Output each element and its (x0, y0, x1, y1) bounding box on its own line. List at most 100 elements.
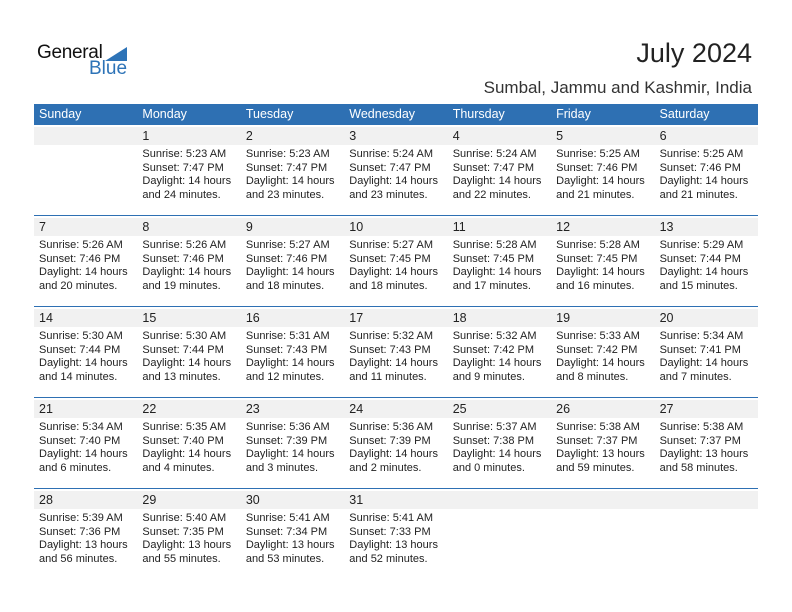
daylight-text: Daylight: 14 hours (245, 175, 335, 187)
daylight-text: Daylight: 14 hours (659, 266, 749, 278)
sunrise-text: Sunrise: 5:34 AM (39, 421, 123, 433)
daylight-text: Daylight: 14 hours (452, 357, 542, 369)
logo-triangle-icon (105, 47, 127, 61)
daylight-minutes-text: and 56 minutes. (39, 552, 118, 565)
week-row: 7 Sunrise: 5:26 AM Sunset: 7:46 PM Daylight… (34, 215, 758, 306)
daylight-text: Daylight: 14 hours (349, 175, 438, 187)
sunrise-text: Sunrise: 5:28 AM (452, 239, 537, 251)
daylight-minutes-text: and 0 minutes. (452, 461, 525, 474)
day-number: 17 (349, 311, 364, 325)
day-cell: 29 Sunrise: 5:40 AM Sunset: 7:35 PM Dayligh… (137, 491, 240, 566)
day-cell: 4 Sunrise: 5:24 AM Sunset: 7:47 PM Daylight… (448, 127, 551, 202)
day-info: Sunrise: 5:32 AM Sunset: 7:42 PM Daylight:… (448, 327, 551, 384)
day-cell: 10 Sunrise: 5:27 AM Sunset: 7:45 PM Dayligh… (344, 218, 447, 293)
day-cell: 6 Sunrise: 5:25 AM Sunset: 7:46 PM Daylight… (655, 127, 758, 202)
day-number: 31 (349, 493, 364, 507)
sunrise-text: Sunrise: 5:25 AM (556, 148, 640, 160)
day-cell: 23 Sunrise: 5:36 AM Sunset: 7:39 PM Dayligh… (241, 400, 344, 475)
week-row: 28 Sunrise: 5:39 AM Sunset: 7:36 PM Dayligh… (34, 488, 758, 579)
daylight-minutes-text: and 20 minutes. (39, 279, 118, 292)
daylight-text: Daylight: 14 hours (452, 448, 542, 460)
day-number: 20 (659, 311, 674, 325)
day-info: Sunrise: 5:41 AM Sunset: 7:33 PM Daylight:… (344, 509, 447, 566)
sunset-text: Sunset: 7:44 PM (659, 252, 741, 265)
weekday-saturday: Saturday (659, 107, 710, 121)
day-number: 21 (39, 402, 53, 416)
weekday-header: Sunday Monday Tuesday Wednesday Thursday… (34, 104, 758, 125)
daylight-minutes-text: and 2 minutes. (349, 461, 422, 474)
week-row: 1 Sunrise: 5:23 AM Sunset: 7:47 PM Daylight… (34, 125, 758, 215)
day-cell: 25 Sunrise: 5:37 AM Sunset: 7:38 PM Dayligh… (448, 400, 551, 475)
day-cell: 14 Sunrise: 5:30 AM Sunset: 7:44 PM Dayligh… (34, 309, 137, 384)
generalblue-logo: General Blue (37, 42, 132, 82)
day-info: Sunrise: 5:29 AM Sunset: 7:44 PM Daylight:… (655, 236, 758, 293)
sunset-text: Sunset: 7:47 PM (452, 161, 535, 174)
sunset-text: Sunset: 7:40 PM (39, 434, 121, 447)
sunset-text: Sunset: 7:43 PM (349, 343, 431, 356)
daylight-minutes-text: and 8 minutes. (556, 370, 629, 383)
daylight-text: Daylight: 14 hours (245, 448, 335, 460)
day-number: 8 (142, 220, 150, 234)
day-cell: 26 Sunrise: 5:38 AM Sunset: 7:37 PM Dayligh… (551, 400, 654, 475)
date-band (34, 218, 758, 236)
weekday-thursday: Thursday (452, 107, 505, 121)
day-cell: 30 Sunrise: 5:41 AM Sunset: 7:34 PM Dayligh… (241, 491, 344, 566)
day-number: 4 (452, 129, 460, 143)
daylight-text: Daylight: 14 hours (245, 357, 335, 369)
day-number: 25 (452, 402, 467, 416)
day-cell: 21 Sunrise: 5:34 AM Sunset: 7:40 PM Dayligh… (34, 400, 137, 475)
sunrise-text: Sunrise: 5:23 AM (142, 148, 227, 160)
day-number: 6 (659, 129, 667, 143)
day-number: 1 (142, 129, 150, 143)
daylight-text: Daylight: 14 hours (142, 266, 232, 278)
sunset-text: Sunset: 7:43 PM (245, 343, 328, 356)
sunset-text: Sunset: 7:39 PM (349, 434, 431, 447)
sunset-text: Sunset: 7:46 PM (142, 252, 224, 265)
day-number: 22 (142, 402, 157, 416)
sunset-text: Sunset: 7:46 PM (659, 161, 741, 174)
day-cell: 12 Sunrise: 5:28 AM Sunset: 7:45 PM Dayligh… (551, 218, 654, 293)
daylight-minutes-text: and 17 minutes. (452, 279, 531, 292)
daylight-minutes-text: and 59 minutes. (556, 461, 635, 474)
sunrise-text: Sunrise: 5:38 AM (659, 421, 744, 433)
day-cell: 9 Sunrise: 5:27 AM Sunset: 7:46 PM Daylight… (241, 218, 344, 293)
weekday-monday: Monday (142, 107, 187, 121)
sunset-text: Sunset: 7:46 PM (556, 161, 638, 174)
day-info: Sunrise: 5:38 AM Sunset: 7:37 PM Daylight:… (655, 418, 758, 475)
weekday-sunday: Sunday (39, 107, 82, 121)
day-info: Sunrise: 5:36 AM Sunset: 7:39 PM Daylight:… (241, 418, 344, 475)
sunset-text: Sunset: 7:47 PM (245, 161, 328, 174)
sunset-text: Sunset: 7:46 PM (39, 252, 121, 265)
daylight-minutes-text: and 21 minutes. (659, 188, 738, 201)
daylight-minutes-text: and 7 minutes. (659, 370, 732, 383)
day-cell: 27 Sunrise: 5:38 AM Sunset: 7:37 PM Dayligh… (655, 400, 758, 475)
daylight-minutes-text: and 4 minutes. (142, 461, 215, 474)
sunset-text: Sunset: 7:33 PM (349, 525, 431, 538)
day-cell: 11 Sunrise: 5:28 AM Sunset: 7:45 PM Dayligh… (448, 218, 551, 293)
day-info: Sunrise: 5:26 AM Sunset: 7:46 PM Daylight:… (137, 236, 240, 293)
sunset-text: Sunset: 7:45 PM (349, 252, 431, 265)
day-cell: 3 Sunrise: 5:24 AM Sunset: 7:47 PM Daylight… (344, 127, 447, 202)
day-number: 3 (349, 129, 357, 143)
daylight-text: Daylight: 13 hours (39, 539, 128, 551)
day-number: 10 (349, 220, 364, 234)
date-band (34, 309, 758, 327)
sunrise-text: Sunrise: 5:35 AM (142, 421, 227, 433)
day-number: 24 (349, 402, 364, 416)
day-cell: 8 Sunrise: 5:26 AM Sunset: 7:46 PM Daylight… (137, 218, 240, 293)
day-cell: 15 Sunrise: 5:30 AM Sunset: 7:44 PM Dayligh… (137, 309, 240, 384)
day-number: 28 (39, 493, 53, 507)
day-cell: 5 Sunrise: 5:25 AM Sunset: 7:46 PM Daylight… (551, 127, 654, 202)
daylight-minutes-text: and 58 minutes. (659, 461, 738, 474)
day-cell: 2 Sunrise: 5:23 AM Sunset: 7:47 PM Daylight… (241, 127, 344, 202)
calendar-grid: Sunday Monday Tuesday Wednesday Thursday… (34, 104, 758, 579)
sunrise-text: Sunrise: 5:41 AM (349, 512, 434, 524)
day-cell: 31 Sunrise: 5:41 AM Sunset: 7:33 PM Dayligh… (344, 491, 447, 566)
day-info: Sunrise: 5:24 AM Sunset: 7:47 PM Daylight:… (448, 145, 551, 202)
day-info: Sunrise: 5:25 AM Sunset: 7:46 PM Daylight:… (655, 145, 758, 202)
day-cell: 16 Sunrise: 5:31 AM Sunset: 7:43 PM Dayligh… (241, 309, 344, 384)
daylight-text: Daylight: 14 hours (39, 266, 128, 278)
day-cell: 13 Sunrise: 5:29 AM Sunset: 7:44 PM Dayligh… (655, 218, 758, 293)
sunrise-text: Sunrise: 5:30 AM (142, 330, 227, 342)
day-info: Sunrise: 5:38 AM Sunset: 7:37 PM Daylight:… (551, 418, 654, 475)
